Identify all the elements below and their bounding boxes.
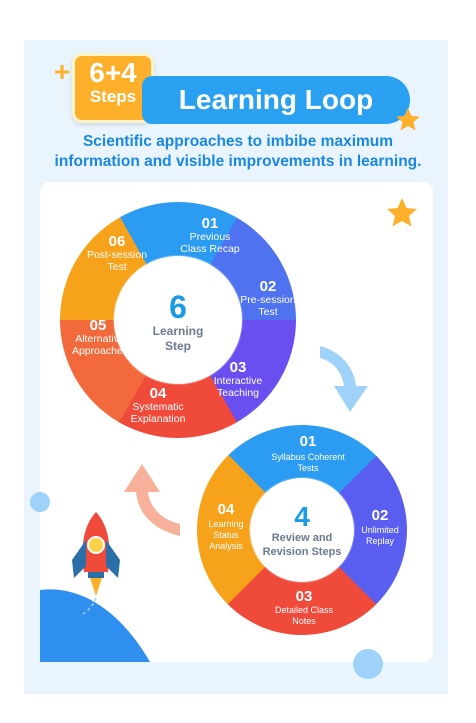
step-label-2: Class Recap [180,243,240,255]
loop-segment-04 [197,454,266,605]
step-number: 02 [260,278,277,295]
step-label-2: Test [107,261,126,273]
page-title: Learning Loop [142,76,410,124]
step-number: 01 [300,433,317,450]
arrow-icon [124,464,180,536]
step-number: 02 [372,507,389,524]
loop-segment-03 [209,320,296,423]
loop1-step-06: 06 Post-session Test [87,233,147,273]
loop1-step-02: 02 Pre-session Test [240,278,296,318]
loop2-center-disc [252,480,352,580]
loop2-center-line-1: Review and [272,532,333,544]
loop-segment-02 [338,455,408,606]
loop-segment-05 [60,318,146,423]
step-number: 04 [150,385,167,402]
loop-segment-01 [227,425,378,494]
learning-loop-diagram: 6 Learning Step 01 Previous Class Recap … [60,202,296,438]
loop1-step-03: 03 Interactive Teaching [214,359,263,399]
step-number: 06 [109,233,126,250]
step-label-1: Learning [208,519,243,529]
loop2-center-number: 4 [294,501,310,532]
arrow-icon [320,346,368,412]
step-label-1: Systematic [132,401,183,413]
step-label-2: Notes [292,616,316,626]
step-label-2: Explanation [131,413,186,425]
review-loop-diagram: 4 Review and Revision Steps 01 Syllabus … [197,425,408,635]
star-icon [396,108,420,131]
loop2-center-line-2: Revision Steps [263,546,342,558]
step-label-2: Status [213,530,239,540]
step-label-2: Teaching [217,387,259,399]
loop-segment-04 [117,375,237,438]
step-number: 04 [218,501,235,518]
step-label-2: Replay [366,536,395,546]
step-label-1: Previous [190,231,231,243]
step-label-1: Syllabus Coherent [271,452,345,462]
loop2-step-04: 04 Learning Status Analysis [208,501,243,551]
loop1-center-line-1: Learning [153,324,204,338]
subtitle: Scientific approaches to imbibe maximum … [36,132,440,172]
step-label-1: Detailed Class [275,605,334,615]
rocket-icon [72,512,120,617]
step-number: 01 [202,215,219,232]
star-icon [387,198,417,227]
hill-decoration [40,589,150,662]
step-label-1: Pre-session [240,294,296,306]
loop1-center-line-2: Step [165,339,191,353]
plus-icon: + [53,56,71,87]
loop1-center-disc [116,258,240,382]
loop1-step-05: 05 Alternative Approaches [72,317,128,357]
bubble-decoration [30,492,50,512]
loop1-center-number: 6 [169,289,187,325]
subtitle-line-1: Scientific approaches to imbibe maximum [82,133,394,150]
step-label-2: Approaches [72,345,128,357]
badge-label: Steps [89,87,137,106]
badge-count: 6+4 [89,57,137,88]
step-label-1: Interactive [214,375,263,387]
loop-segment-02 [210,217,296,322]
step-number: 03 [230,359,247,376]
loop-segment-01 [119,202,239,265]
step-label-3: Analysis [209,541,243,551]
bubble-decoration [353,649,383,679]
step-number: 05 [90,317,107,334]
loop2-step-03: 03 Detailed Class Notes [275,588,334,626]
loop-segment-06 [60,217,147,320]
loop2-step-01: 01 Syllabus Coherent Tests [271,433,345,473]
step-label-2: Tests [297,463,319,473]
step-label-1: Post-session [87,249,147,261]
step-label-1: Unlimited [361,525,399,535]
step-label-1: Alternative [75,333,125,345]
subtitle-line-2: information and visible improvements in … [54,153,422,170]
loop1-step-04: 04 Systematic Explanation [131,385,186,425]
loop2-step-02: 02 Unlimited Replay [361,507,399,546]
step-label-2: Test [258,306,277,318]
step-number: 03 [296,588,313,605]
loop1-step-01: 01 Previous Class Recap [180,215,240,255]
loop-segment-03 [226,566,377,635]
